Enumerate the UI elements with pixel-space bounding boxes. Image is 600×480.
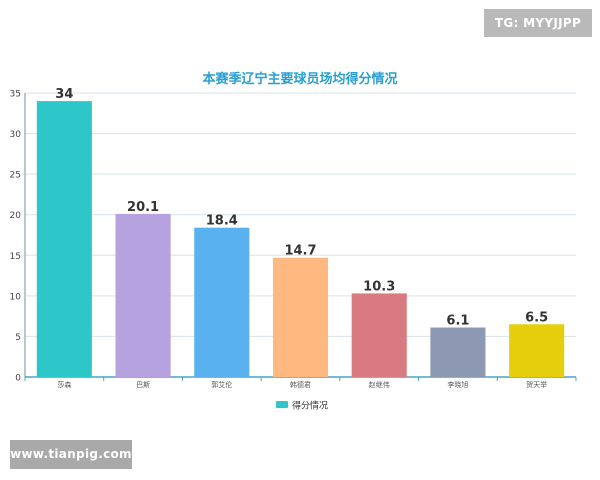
y-tick-label: 30 [10, 130, 22, 140]
chart-title: 本赛季辽宁主要球员场均得分情况 [202, 71, 397, 87]
bar [430, 327, 486, 377]
bar-value-label: 20.1 [127, 200, 159, 215]
bars: 34 20.1 18.4 14.7 10.3 6.1 6.5 [36, 87, 565, 377]
bar-value-label: 18.4 [206, 214, 238, 229]
x-tick-label: 赵继伟 [369, 380, 390, 389]
bar-value-label: 34 [55, 87, 73, 102]
x-tick-label: 巴斯 [136, 380, 150, 389]
watermark-badge-bottom: www.tianpig.com [10, 440, 132, 469]
bar-value-label: 6.5 [525, 310, 548, 325]
x-tick-label: 韩德君 [290, 380, 311, 389]
bar [351, 293, 407, 377]
bar [36, 101, 92, 377]
bar [272, 257, 329, 377]
y-tick-label: 15 [10, 252, 21, 262]
y-tick-label: 25 [10, 171, 21, 181]
bar-value-label: 14.7 [284, 244, 316, 259]
y-tick-label: 0 [15, 374, 21, 384]
x-tick-label: 李晓旭 [447, 380, 468, 389]
y-tick-label: 20 [10, 211, 22, 221]
bar [115, 213, 171, 377]
y-tick-label: 10 [10, 292, 22, 302]
x-tick-label: 贺天举 [526, 380, 547, 389]
x-tick-label: 莎森 [57, 380, 71, 389]
legend-swatch [276, 401, 288, 408]
y-tick-label: 5 [15, 333, 21, 343]
bar [194, 227, 250, 377]
bar-value-label: 6.1 [446, 314, 469, 329]
watermark-badge-top: TG: MYYJJPP [484, 9, 592, 37]
y-tick-label: 35 [10, 90, 21, 100]
legend-label: 得分情况 [292, 400, 328, 412]
legend: 得分情况 [276, 400, 328, 412]
bar-value-label: 10.3 [363, 279, 395, 294]
bar [509, 324, 565, 377]
x-tick-label: 郭艾伦 [211, 380, 232, 389]
